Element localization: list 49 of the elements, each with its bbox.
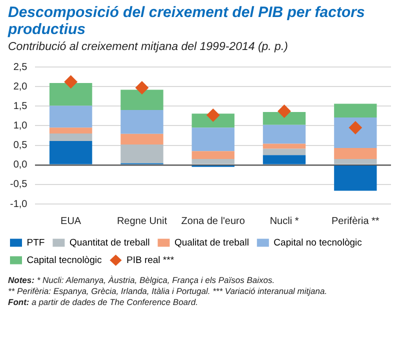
bar <box>192 151 234 159</box>
legend-label: Qualitat de treball <box>174 237 249 248</box>
text: Notes: * Nucli: Alemanya, Àustria, Bèlgica, França i els Països Baixos. <box>8 275 276 286</box>
bar <box>262 144 306 149</box>
legend-label: Quantitat de treball <box>69 237 150 248</box>
y-tick-label: 1,5 <box>13 100 28 112</box>
x-tick-label: Regne Unit <box>116 216 168 227</box>
y-tick-label: -1,0 <box>10 198 28 210</box>
bar <box>49 134 92 141</box>
x-tick-label: Nucli * <box>270 216 299 227</box>
x-tick-label: Zona de l'euro <box>181 216 246 227</box>
bar <box>334 117 377 148</box>
y-tick-label: 1,0 <box>13 120 28 132</box>
text: Font: a partir de dades de The Conference Board. <box>8 297 199 308</box>
legend-label: Capital no tecnològic <box>274 237 362 248</box>
bar <box>262 112 306 125</box>
bar <box>334 148 377 159</box>
bar <box>262 155 306 164</box>
x-tick-label: EUA <box>60 216 82 227</box>
point <box>278 104 291 118</box>
text: ** Perifèria: Espanya, Grècia, Irlanda, Itàlia i Portugal. *** Variació interanual mitjana. <box>8 286 328 297</box>
chart-subtitle: Contribució al creixement mitjana del 1999-2014 (p. p.) <box>8 41 289 53</box>
bar <box>334 104 377 118</box>
y-tick-label: -0,5 <box>10 179 28 190</box>
y-tick-label: 2,5 <box>13 62 28 73</box>
bar <box>49 83 92 106</box>
legend-label: PIB real *** <box>126 254 174 266</box>
bar <box>120 144 164 164</box>
bar <box>192 158 234 164</box>
y-tick-label: 0,0 <box>13 160 28 171</box>
bar <box>192 128 234 152</box>
y-tick-label: 0,5 <box>13 140 28 152</box>
bar <box>262 124 306 144</box>
legend-label: PTF <box>26 237 45 248</box>
x-tick-label: Perifèria ** <box>332 216 380 227</box>
legend-label: Capital tecnològic <box>26 254 102 266</box>
chart-title: Descomposició del creixement del PIB per factors productius <box>8 4 366 38</box>
point <box>135 81 148 94</box>
bar <box>334 165 377 191</box>
bar <box>334 158 377 164</box>
point <box>64 75 78 88</box>
bar <box>49 106 92 128</box>
y-tick-label: 2,0 <box>13 81 28 92</box>
bar <box>120 134 164 145</box>
bar <box>120 110 164 134</box>
bar <box>120 90 164 110</box>
bar <box>49 128 92 134</box>
bar <box>49 140 92 164</box>
bar <box>262 148 306 156</box>
